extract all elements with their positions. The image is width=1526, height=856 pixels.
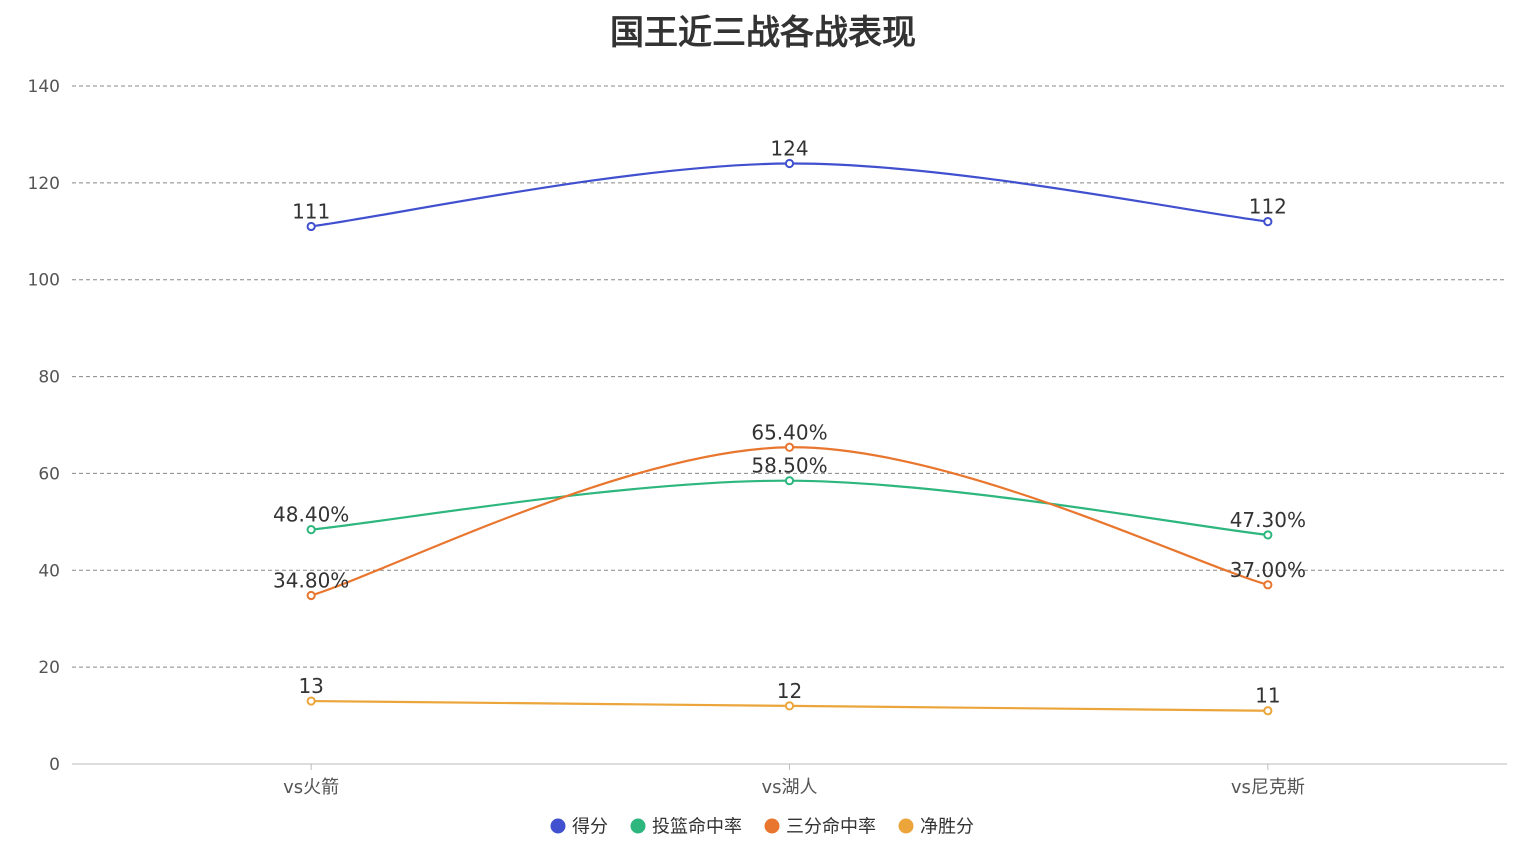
data-point[interactable] — [306, 221, 316, 232]
axes: 0 20 40 60 80 100 120 140 vs火箭 vs湖人 vs尼克斯 — [28, 77, 1507, 798]
y-tick-label: 120 — [28, 174, 60, 194]
legend-marker — [764, 818, 780, 834]
data-point[interactable] — [1263, 217, 1273, 227]
data-point[interactable] — [784, 442, 795, 452]
data-label: 34.80% — [273, 568, 349, 592]
legend-item[interactable]: 三分命中率 — [764, 817, 877, 838]
y-tick-label: 100 — [28, 271, 60, 291]
data-point[interactable] — [1263, 580, 1273, 590]
legend[interactable]: 得分 投篮命中率 三分命中率 净胜分 — [550, 817, 975, 838]
data-label: 13 — [298, 674, 323, 698]
data-point[interactable] — [784, 158, 795, 169]
data-label: 112 — [1249, 195, 1287, 219]
data-point[interactable] — [1263, 706, 1273, 716]
y-tick-label: 0 — [49, 755, 60, 775]
data-label: 37.00% — [1230, 558, 1306, 582]
x-tick-label: vs尼克斯 — [1231, 777, 1305, 798]
data-point[interactable] — [306, 525, 316, 535]
data-point[interactable] — [306, 696, 316, 706]
data-point[interactable] — [306, 590, 316, 601]
data-label: 111 — [292, 199, 330, 223]
legend-label: 三分命中率 — [786, 817, 876, 838]
data-points — [306, 158, 1273, 716]
series-line — [311, 479, 1268, 537]
x-tick-label: vs火箭 — [283, 777, 339, 798]
data-label: 124 — [770, 136, 808, 160]
grid-lines — [72, 85, 1507, 668]
legend-marker — [630, 818, 646, 834]
data-point[interactable] — [1263, 530, 1273, 540]
data-point[interactable] — [784, 701, 795, 711]
legend-label: 得分 — [572, 817, 608, 838]
y-tick-label: 40 — [38, 561, 60, 581]
legend-item[interactable]: 投篮命中率 — [630, 817, 743, 838]
legend-label: 投篮命中率 — [652, 817, 742, 838]
legend-marker — [550, 818, 566, 834]
y-tick-label: 80 — [38, 368, 60, 388]
series-line — [311, 162, 1268, 228]
legend-item[interactable]: 得分 — [550, 817, 609, 838]
data-label: 58.50% — [751, 454, 827, 478]
data-point[interactable] — [784, 476, 795, 486]
chart-title: 国王近三战各战表现 — [610, 13, 916, 53]
data-label: 11 — [1255, 684, 1280, 708]
legend-label: 净胜分 — [920, 817, 974, 838]
data-label: 48.40% — [273, 503, 349, 527]
y-tick-label: 60 — [38, 464, 60, 484]
legend-item[interactable]: 净胜分 — [898, 817, 975, 838]
data-labels: 111 124 112 48.40% 58.50% 47.30% 34.80% 65.40% 3… — [273, 136, 1306, 707]
x-tick-label: vs湖人 — [761, 777, 817, 798]
data-label: 12 — [777, 679, 802, 703]
legend-marker — [898, 818, 914, 834]
data-label: 65.40% — [751, 420, 827, 444]
y-tick-label: 20 — [38, 658, 60, 678]
data-label: 47.30% — [1230, 508, 1306, 532]
y-tick-label: 140 — [28, 77, 60, 97]
